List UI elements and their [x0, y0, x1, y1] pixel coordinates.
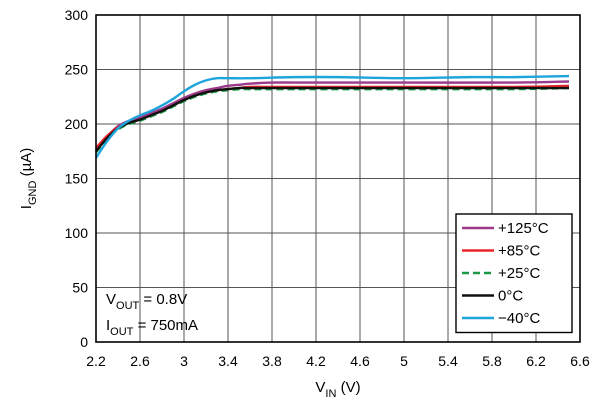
series-lines — [95, 74, 570, 159]
y-tick-label: 300 — [65, 7, 89, 23]
x-tick-label: 6.2 — [526, 353, 546, 369]
series-line-4 — [95, 74, 570, 159]
annotation-vout: VOUT = 0.8V — [106, 291, 187, 312]
series-line-1 — [95, 84, 570, 149]
y-axis-label-main: I — [18, 205, 35, 209]
annotation-vout-main: V — [106, 291, 116, 308]
legend-label: −40°C — [498, 310, 540, 327]
annotation-vout-sub: OUT — [116, 300, 140, 312]
x-tick-labels: 2.2 2.6 3 3.4 3.8 4.2 4.6 5 5.4 5.8 6.2 6.6 — [86, 353, 590, 369]
x-tick-label: 5 — [400, 353, 408, 369]
x-axis-label: VIN (V) — [315, 379, 360, 400]
y-tick-label: 50 — [72, 280, 88, 296]
x-tick-label: 4.2 — [306, 353, 326, 369]
annotation-vout-rest: = 0.8V — [139, 291, 187, 308]
legend: +125°C +85°C +25°C 0°C −40°C — [455, 213, 573, 334]
x-tick-label: 2.6 — [130, 353, 150, 369]
x-axis-label-sub: IN — [325, 388, 336, 400]
y-axis-label: IGND (µA) — [18, 148, 39, 209]
annotation-iout-sub: OUT — [110, 326, 134, 338]
x-tick-label: 3 — [180, 353, 188, 369]
y-tick-label: 250 — [65, 62, 89, 78]
y-tick-label: 150 — [65, 171, 89, 187]
y-tick-labels: 0 50 100 150 200 250 300 — [65, 7, 89, 350]
legend-label: 0°C — [498, 288, 523, 305]
annotation-box: VOUT = 0.8V IOUT = 750mA — [106, 291, 198, 338]
series-line-3 — [95, 86, 569, 153]
x-tick-label: 2.2 — [86, 353, 106, 369]
legend-label: +25°C — [498, 265, 540, 282]
x-tick-label: 5.4 — [438, 353, 458, 369]
plot-frame — [95, 14, 581, 343]
x-tick-label: 3.4 — [218, 353, 238, 369]
y-axis-label-sub: GND — [27, 181, 39, 206]
series-line-0 — [95, 80, 570, 152]
y-axis-label-unit: (µA) — [18, 148, 35, 181]
y-tick-label: 0 — [80, 334, 88, 350]
annotation-iout-rest: = 750mA — [133, 317, 198, 334]
legend-label: +125°C — [498, 220, 549, 237]
y-tick-label: 100 — [65, 225, 89, 241]
annotation-iout: IOUT = 750mA — [106, 317, 198, 338]
x-axis-label-unit: (V) — [336, 379, 360, 396]
legend-label: +85°C — [498, 243, 540, 260]
x-tick-label: 3.8 — [262, 353, 282, 369]
x-axis-label-main: V — [315, 379, 325, 396]
y-tick-label: 200 — [65, 116, 89, 132]
x-tick-label: 4.6 — [350, 353, 370, 369]
x-tick-label: 5.8 — [482, 353, 502, 369]
x-tick-label: 6.6 — [570, 353, 590, 369]
annotation-iout-main: I — [106, 317, 110, 334]
series-line-2 — [95, 86, 570, 154]
